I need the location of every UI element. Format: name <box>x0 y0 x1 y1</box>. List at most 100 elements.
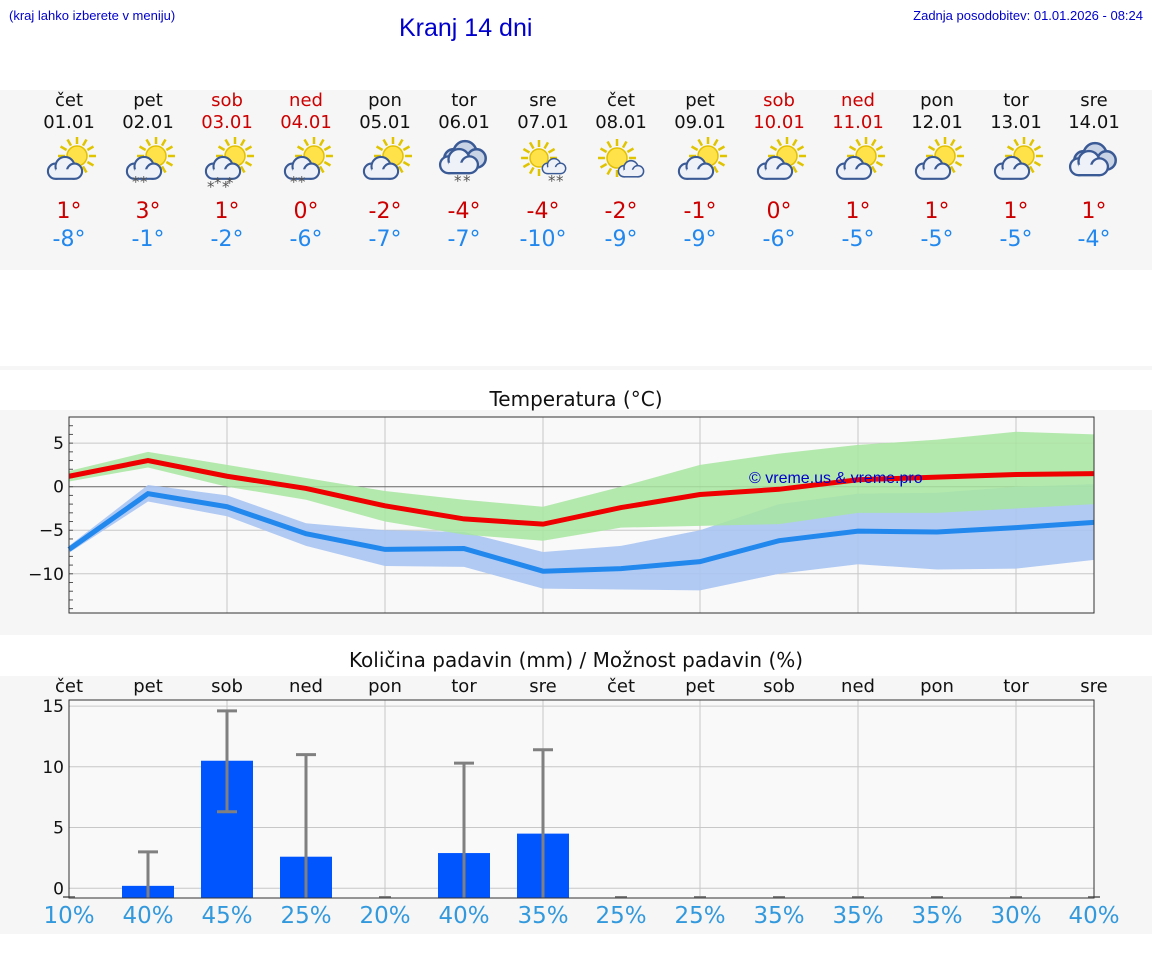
precip-probability: 20% <box>359 903 411 929</box>
day-column: pet 09.01 -1° -9° <box>655 90 745 254</box>
min-temperature: -10° <box>519 227 567 252</box>
max-temperature: -2° <box>604 199 638 224</box>
precip-probability: 10% <box>43 903 95 929</box>
min-temperature: -2° <box>210 227 244 252</box>
sunny-small-cloud-snow-icon: * * <box>521 140 567 190</box>
partly-cloudy-icon <box>993 137 1043 180</box>
min-temperature: -4° <box>1077 227 1111 252</box>
min-temperature: -6° <box>762 227 796 252</box>
category-label: ned <box>841 676 875 697</box>
day-name: sob <box>763 90 795 111</box>
category-label: tor <box>451 676 477 697</box>
precip-probability: 40% <box>1068 903 1120 929</box>
svg-text:*: * <box>548 172 556 190</box>
day-column: sre 07.01 * * -4° -10° <box>498 90 588 254</box>
max-temperature: 1° <box>924 199 950 224</box>
partly-cloudy-snow-icon: * * <box>125 137 175 191</box>
day-column: čet 08.01 -2° -9° <box>576 90 666 254</box>
watermark: © vreme.us & vreme.pro <box>749 470 923 487</box>
day-name: tor <box>451 90 477 111</box>
min-temperature: -7° <box>368 227 402 252</box>
precip-chart-title: Količina padavin (mm) / Možnost padavin … <box>348 648 804 672</box>
y-tick-label: 5 <box>53 434 64 454</box>
min-temperature: -8° <box>52 227 86 252</box>
day-column: sob 03.01 * * * * 1° -2° <box>182 90 272 254</box>
location-hint[interactable]: (kraj lahko izberete v meniju) <box>9 8 176 23</box>
max-temperature-band <box>69 431 1094 541</box>
day-name: pet <box>685 90 715 111</box>
day-name: sob <box>211 90 243 111</box>
day-date: 04.01 <box>280 112 332 133</box>
precip-probability: 35% <box>517 903 569 929</box>
max-temperature: 0° <box>293 199 319 224</box>
precip-probability: 35% <box>753 903 805 929</box>
category-label: tor <box>1003 676 1029 697</box>
day-date: 05.01 <box>359 112 411 133</box>
day-date: 06.01 <box>438 112 490 133</box>
partly-cloudy-icon <box>914 137 964 180</box>
separator <box>0 366 1152 370</box>
day-date: 02.01 <box>122 112 174 133</box>
svg-text:*: * <box>214 174 222 192</box>
max-temperature: 1° <box>214 199 240 224</box>
svg-text:*: * <box>298 173 306 191</box>
last-updated: Zadnja posodobitev: 01.01.2026 - 08:24 <box>913 8 1143 23</box>
precipitation-chart: čet pet sob ned pon tor sre čet pet sob ned pon tor s… <box>42 676 1107 899</box>
category-label: pon <box>368 676 402 697</box>
day-date: 07.01 <box>517 112 569 133</box>
day-column: sre 14.01 1° -4° <box>1049 90 1139 254</box>
y-tick-label: 10 <box>42 758 64 778</box>
precip-probability: 25% <box>674 903 726 929</box>
svg-text:*: * <box>207 178 215 194</box>
day-column: ned 04.01 * * 0° -6° <box>261 90 351 254</box>
precip-probability: 40% <box>438 903 490 929</box>
day-name: čet <box>54 90 84 111</box>
partly-cloudy-icon <box>46 137 96 180</box>
y-tick-label: 0 <box>53 478 64 498</box>
min-temperature-line <box>67 491 1095 574</box>
day-date: 03.01 <box>201 112 253 133</box>
y-tick-label: 15 <box>42 697 64 717</box>
partly-cloudy-snow-icon: * * <box>283 137 333 191</box>
min-temperature: -1° <box>131 227 165 252</box>
precip-probability: 40% <box>122 903 174 929</box>
day-name: čet <box>606 90 636 111</box>
svg-text:*: * <box>222 178 230 194</box>
y-tick-label: 0 <box>53 879 64 899</box>
min-temperature: -7° <box>447 227 481 252</box>
category-label: pon <box>920 676 954 697</box>
day-column: ned 11.01 1° -5° <box>813 90 903 254</box>
max-temperature: 1° <box>1003 199 1029 224</box>
max-temperature: -2° <box>368 199 402 224</box>
day-date: 08.01 <box>595 112 647 133</box>
svg-text:*: * <box>556 172 564 190</box>
min-temperature: -6° <box>289 227 323 252</box>
day-name: sre <box>529 90 557 111</box>
day-column: čet 01.01 1° -8° <box>24 90 114 254</box>
max-temperature: 1° <box>845 199 871 224</box>
max-temperature: -4° <box>526 199 560 224</box>
day-name: pet <box>133 90 163 111</box>
min-temperature: -9° <box>683 227 717 252</box>
page-title: Kranj 14 dni <box>399 14 533 42</box>
svg-text:*: * <box>140 173 148 191</box>
category-label: sob <box>763 676 795 697</box>
precip-probability: 30% <box>990 903 1042 929</box>
temperature-chart: 5 0 −5 −10 © vreme.us & vreme.pro <box>28 416 1095 614</box>
day-date: 11.01 <box>832 112 884 133</box>
day-date: 12.01 <box>911 112 963 133</box>
partly-cloudy-icon <box>756 137 806 180</box>
day-name: pon <box>368 90 402 111</box>
partly-cloudy-icon <box>677 137 727 180</box>
max-temperature: 3° <box>135 199 161 224</box>
svg-text:*: * <box>226 174 234 192</box>
day-column: pet 02.01 * * 3° -1° <box>103 90 193 254</box>
category-label: ned <box>289 676 323 697</box>
y-tick-label: −10 <box>28 565 64 585</box>
day-column: tor 13.01 1° -5° <box>971 90 1061 254</box>
day-name: sre <box>1080 90 1108 111</box>
day-date: 13.01 <box>990 112 1042 133</box>
category-label: sre <box>529 676 556 697</box>
day-name: pon <box>920 90 954 111</box>
max-temperature: 1° <box>1081 199 1107 224</box>
